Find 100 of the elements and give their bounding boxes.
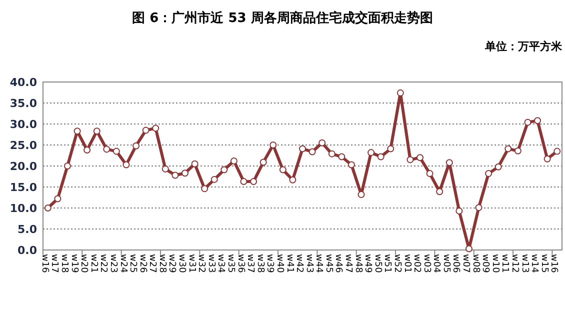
point [534, 117, 542, 124]
y-tick-label: 5.0 [18, 223, 38, 236]
point [465, 245, 472, 252]
x-tick-label: w28 [156, 254, 167, 274]
y-tick-label: 40.0 [10, 76, 38, 89]
x-tick-label: w36 [235, 254, 246, 274]
x-tick-label: w29 [166, 254, 177, 274]
x-tick-label: w03 [421, 254, 432, 273]
point [112, 148, 120, 155]
point [348, 161, 355, 168]
point [260, 158, 267, 166]
x-tick-label: w39 [264, 254, 275, 274]
point [396, 89, 404, 96]
point [436, 188, 444, 196]
point [485, 170, 492, 178]
point [494, 163, 502, 170]
x-tick-label: w16 [548, 254, 559, 274]
point [201, 185, 208, 192]
x-tick-label: w32 [196, 254, 206, 273]
x-tick-label: w37 [245, 254, 256, 273]
point [289, 176, 296, 184]
x-tick-label: w40 [274, 254, 284, 274]
y-tick-label: 35.0 [10, 97, 38, 110]
x-tick-label: w08 [470, 254, 480, 274]
x-tick-label: w49 [362, 254, 373, 274]
x-tick-label: w45 [323, 254, 334, 273]
y-tick-label: 20.0 [10, 160, 38, 173]
x-tick-label: w22 [98, 254, 108, 273]
x-tick-label: w23 [108, 254, 118, 273]
point [84, 146, 91, 154]
point [475, 204, 482, 212]
x-tick-label: w43 [304, 254, 314, 273]
point [544, 155, 551, 162]
point [299, 145, 306, 152]
point [93, 128, 100, 135]
point [142, 126, 150, 134]
x-tick-label: w26 [137, 254, 148, 274]
x-tick-label: w06 [450, 254, 461, 274]
x-tick-label: w17 [49, 254, 60, 273]
point [426, 170, 434, 178]
x-tick-label: w20 [78, 254, 89, 274]
x-tick-label: w24 [118, 254, 128, 274]
x-tick-label: w46 [333, 254, 344, 274]
x-tick-label: w30 [176, 254, 187, 274]
point [514, 147, 522, 154]
point [338, 153, 346, 160]
x-tick-label: w21 [88, 254, 98, 273]
point [172, 172, 179, 179]
point [44, 204, 52, 212]
point [406, 156, 414, 164]
y-tick-label: 30.0 [10, 118, 38, 131]
point [132, 142, 140, 150]
point [64, 162, 71, 170]
point [368, 149, 375, 156]
x-tick-label: w31 [186, 254, 196, 273]
x-tick-label: w12 [509, 254, 520, 273]
x-tick-label: w02 [412, 254, 422, 273]
point [152, 124, 160, 132]
x-tick-label: w42 [294, 254, 304, 273]
x-tick-label: w38 [254, 254, 265, 274]
x-tick-label: w52 [392, 254, 402, 273]
point [504, 145, 512, 152]
x-tick-label: w33 [206, 254, 216, 273]
point [318, 139, 326, 146]
point [162, 165, 169, 172]
point [308, 148, 316, 156]
chart-title: 图 6：广州市近 53 周各周商品住宅成交面积走势图 [132, 10, 433, 26]
point [181, 170, 188, 177]
x-tick-label: w41 [284, 254, 294, 273]
x-tick-label: w51 [382, 254, 392, 273]
y-tick-label: 25.0 [10, 139, 38, 152]
x-tick-label: w27 [147, 254, 158, 273]
point [191, 160, 198, 168]
x-tick-label: w35 [225, 254, 236, 273]
point [74, 128, 81, 135]
point [210, 176, 218, 183]
point [220, 166, 228, 174]
point [358, 191, 365, 198]
point [446, 159, 453, 166]
x-tick-label: w10 [490, 254, 500, 274]
point [122, 161, 130, 168]
x-tick-label: w07 [460, 254, 471, 273]
point [230, 157, 238, 164]
y-tick-label: 15.0 [10, 181, 38, 194]
x-tick-label: w13 [519, 254, 530, 273]
x-tick-label: w09 [480, 254, 490, 274]
point [250, 178, 258, 186]
x-tick-label: w18 [59, 254, 70, 274]
x-tick-label: w16 [39, 254, 50, 274]
x-tick-label: w44 [314, 254, 324, 274]
x-tick-label: w50 [372, 254, 382, 274]
x-tick-label: w14 [529, 254, 540, 274]
x-tick-label: w05 [440, 254, 451, 273]
point [456, 207, 463, 214]
point [387, 145, 394, 152]
x-tick-label: w04 [431, 254, 442, 274]
point [54, 195, 62, 202]
point [524, 118, 532, 126]
x-tick-label: w47 [342, 254, 354, 273]
point [377, 153, 384, 160]
